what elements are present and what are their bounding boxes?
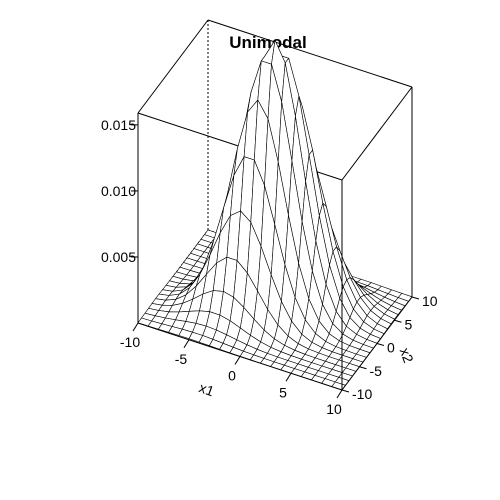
box-edge: [137, 19, 209, 114]
box-edge: [341, 86, 413, 181]
y-tick-mark: [341, 389, 350, 393]
x-tick-mark: [285, 372, 292, 382]
x-tick-mark: [132, 322, 139, 332]
z-tick-label: 0.015: [101, 117, 136, 133]
x-tick-mark: [336, 389, 343, 399]
y-axis-label: x2: [397, 346, 417, 366]
y-tick-mark: [359, 366, 367, 370]
box-edge: [207, 19, 413, 88]
surface-mesh: [137, 39, 413, 391]
x-tick-label: -5: [175, 351, 188, 367]
chart-title: Unimodal: [229, 33, 306, 52]
y-tick-label: -5: [370, 363, 383, 379]
x-tick-mark: [234, 356, 241, 365]
y-tick-label: 0: [387, 340, 395, 356]
z-tick-label: 0.005: [101, 249, 136, 265]
y-tick-label: -10: [352, 386, 372, 402]
z-tick-label: 0.010: [101, 183, 136, 199]
y-tick-label: 10: [422, 293, 438, 309]
x-tick-label: -10: [120, 334, 140, 350]
x-axis-label: x1: [197, 379, 217, 399]
x-tick-mark: [183, 339, 190, 349]
x-tick-label: 10: [326, 401, 342, 417]
y-tick-mark: [376, 343, 385, 346]
y-tick-mark: [411, 296, 420, 300]
x-tick-label: 0: [228, 368, 236, 384]
x-tick-label: 5: [279, 384, 287, 400]
y-tick-label: 5: [405, 316, 413, 332]
y-tick-mark: [394, 319, 402, 323]
